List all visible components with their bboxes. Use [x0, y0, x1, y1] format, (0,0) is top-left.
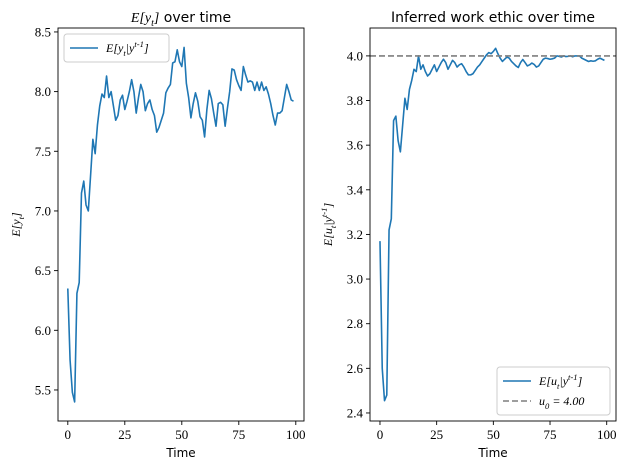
y-tick-label: 8.0 — [35, 84, 51, 99]
y-tick-label: 6.5 — [35, 263, 51, 278]
axes-frame — [57, 27, 305, 422]
legend-entry: E[ut|yt-1] — [538, 372, 583, 391]
x-tick-label: 50 — [487, 427, 500, 442]
y-tick-label: 4.0 — [347, 48, 363, 63]
y-tick-label: 5.5 — [35, 382, 51, 397]
legend-entry: u0 = 4.00 — [539, 394, 584, 411]
chart-title: E[yt] over time — [130, 10, 231, 29]
x-tick-label: 0 — [377, 427, 384, 442]
y-tick-label: 7.0 — [35, 203, 51, 218]
axes-frame — [369, 27, 617, 422]
legend-box — [496, 366, 611, 416]
y-tick-label: 7.5 — [35, 144, 51, 159]
y-tick-label: 3.0 — [347, 272, 363, 287]
x-tick-label: 75 — [544, 427, 557, 442]
y-tick-label: 2.4 — [347, 405, 364, 420]
y-tick-label: 3.6 — [347, 138, 364, 153]
y-tick-label: 8.5 — [35, 24, 51, 39]
x-axis-label: Time — [477, 446, 507, 460]
legend-entry: E[yt|yt-1] — [105, 39, 149, 58]
y-tick-label: 3.8 — [347, 93, 363, 108]
x-tick-label: 25 — [118, 427, 131, 442]
x-tick-label: 100 — [286, 427, 306, 442]
y-tick-label: 3.2 — [347, 227, 363, 242]
x-tick-label: 100 — [597, 427, 617, 442]
x-tick-label: 50 — [175, 427, 188, 442]
chart-title: Inferred work ethic over time — [391, 10, 595, 26]
series-line — [67, 46, 294, 403]
y-tick-label: 6.0 — [35, 323, 51, 338]
series-line — [379, 47, 605, 402]
y-tick-label: 2.8 — [347, 316, 363, 331]
legend-box — [63, 33, 170, 63]
y-axis-label: E[ut|yt-1] — [319, 203, 338, 248]
left-subplot: 0 25 50 75 100 5.5 6.0 6.5 7.0 7.5 8.0 8.5 E[yt] ove… — [9, 10, 306, 460]
legend: E[yt|yt-1] — [63, 33, 170, 63]
legend: E[ut|yt-1] u0 = 4.00 — [496, 366, 611, 416]
x-tick-label: 75 — [232, 427, 245, 442]
x-tick-label: 0 — [65, 427, 72, 442]
y-tick-label: 2.6 — [347, 361, 364, 376]
x-axis-label: Time — [165, 446, 195, 460]
x-tick-label: 25 — [430, 427, 443, 442]
y-axis-label: E[yt] — [9, 212, 26, 238]
y-tick-label: 3.4 — [347, 182, 364, 197]
right-subplot: 0 25 50 75 100 2.4 2.6 2.8 3.0 3.2 3.4 3.6 3.8 4.0 Inf… — [319, 10, 616, 460]
